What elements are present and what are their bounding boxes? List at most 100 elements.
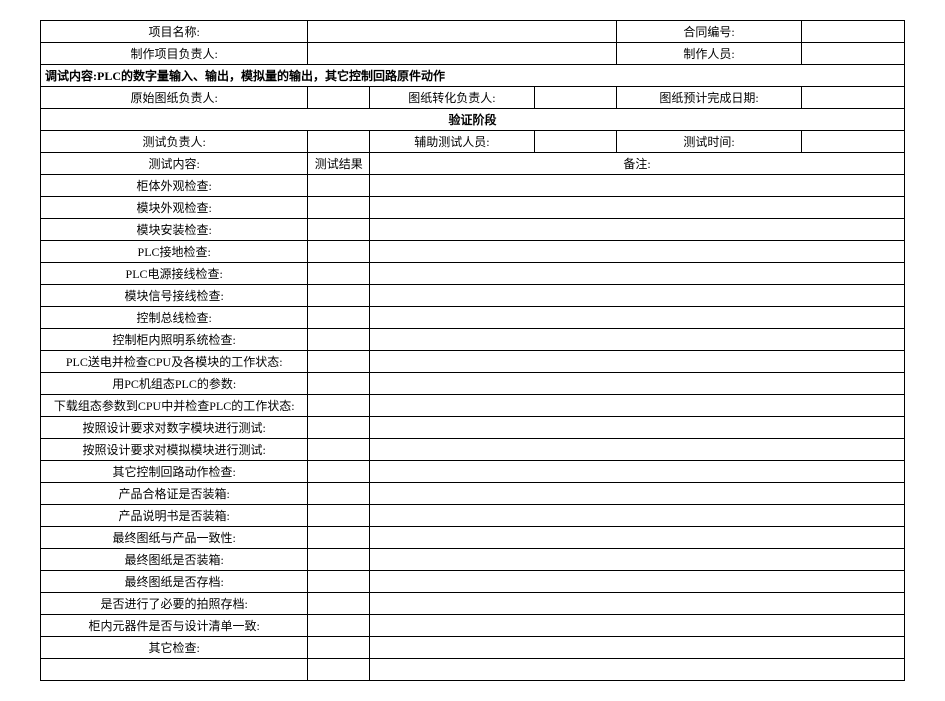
checklist-item-result (308, 241, 370, 263)
label-test-time: 测试时间: (616, 131, 801, 153)
checklist-item-remarks (370, 241, 905, 263)
label-test-content-col: 测试内容: (41, 153, 308, 175)
row-testers: 测试负责人: 辅助测试人员: 测试时间: (41, 131, 905, 153)
checklist-row: 柜体外观检查: (41, 175, 905, 197)
plc-test-form: 项目名称: 合同编号: 制作项目负责人: 制作人员: 调试内容:PLC的数字量输… (40, 20, 905, 681)
value-project-name (308, 21, 617, 43)
value-assist-tester (534, 131, 616, 153)
checklist-item-remarks (370, 483, 905, 505)
checklist-item-label: 按照设计要求对数字模块进行测试: (41, 417, 308, 439)
checklist-item-result (308, 351, 370, 373)
row-test-content-line: 调试内容:PLC的数字量输入、输出，模拟量的输出，其它控制回路原件动作 (41, 65, 905, 87)
checklist-row: 按照设计要求对模拟模块进行测试: (41, 439, 905, 461)
checklist-row: 其它控制回路动作检查: (41, 461, 905, 483)
checklist-item-result (308, 439, 370, 461)
label-test-leader: 测试负责人: (41, 131, 308, 153)
value-contract-no (802, 21, 905, 43)
checklist-item-label: 其它控制回路动作检查: (41, 461, 308, 483)
checklist-item-remarks (370, 439, 905, 461)
value-test-leader (308, 131, 370, 153)
checklist-row: PLC送电并检查CPU及各模块的工作状态: (41, 351, 905, 373)
checklist-item-label: 柜内元器件是否与设计清单一致: (41, 615, 308, 637)
label-remarks-col: 备注: (370, 153, 905, 175)
label-creator: 制作人员: (616, 43, 801, 65)
checklist-item-result (308, 571, 370, 593)
row-verification-header: 验证阶段 (41, 109, 905, 131)
checklist-item-label: 最终图纸与产品一致性: (41, 527, 308, 549)
row-columns-header: 测试内容: 测试结果 备注: (41, 153, 905, 175)
row-empty-final (41, 659, 905, 681)
label-transform-drawing-leader: 图纸转化负责人: (370, 87, 535, 109)
checklist-item-label: PLC电源接线检查: (41, 263, 308, 285)
checklist-item-label: 产品说明书是否装箱: (41, 505, 308, 527)
checklist-item-remarks (370, 373, 905, 395)
value-creator (802, 43, 905, 65)
checklist-item-label: 用PC机组态PLC的参数: (41, 373, 308, 395)
checklist-row: 最终图纸是否存档: (41, 571, 905, 593)
checklist-item-label: 下载组态参数到CPU中并检查PLC的工作状态: (41, 395, 308, 417)
checklist-row: 用PC机组态PLC的参数: (41, 373, 905, 395)
checklist-item-label: 产品合格证是否装箱: (41, 483, 308, 505)
label-project-leader: 制作项目负责人: (41, 43, 308, 65)
value-expected-date (802, 87, 905, 109)
checklist-item-remarks (370, 417, 905, 439)
checklist-item-label: PLC接地检查: (41, 241, 308, 263)
checklist-item-remarks (370, 571, 905, 593)
checklist-row: 模块外观检查: (41, 197, 905, 219)
checklist-row: 产品说明书是否装箱: (41, 505, 905, 527)
checklist-item-remarks (370, 527, 905, 549)
checklist-row: 控制柜内照明系统检查: (41, 329, 905, 351)
checklist-row: 模块安装检查: (41, 219, 905, 241)
checklist-item-remarks (370, 505, 905, 527)
checklist-row: 其它检查: (41, 637, 905, 659)
label-original-drawing-leader: 原始图纸负责人: (41, 87, 308, 109)
checklist-item-label: 按照设计要求对模拟模块进行测试: (41, 439, 308, 461)
checklist-row: 产品合格证是否装箱: (41, 483, 905, 505)
checklist-item-label: 模块信号接线检查: (41, 285, 308, 307)
checklist-item-remarks (370, 263, 905, 285)
checklist-item-remarks (370, 593, 905, 615)
checklist-item-result (308, 197, 370, 219)
value-test-time (802, 131, 905, 153)
label-test-result-col: 测试结果 (308, 153, 370, 175)
checklist-item-result (308, 373, 370, 395)
checklist-item-result (308, 461, 370, 483)
checklist-item-remarks (370, 461, 905, 483)
checklist-row: 模块信号接线检查: (41, 285, 905, 307)
checklist-item-label: 控制总线检查: (41, 307, 308, 329)
checklist-item-remarks (370, 197, 905, 219)
checklist-item-label: 最终图纸是否装箱: (41, 549, 308, 571)
checklist-item-result (308, 175, 370, 197)
checklist-item-result (308, 307, 370, 329)
checklist-item-result (308, 417, 370, 439)
checklist-item-result (308, 219, 370, 241)
checklist-item-remarks (370, 637, 905, 659)
checklist-row: 最终图纸是否装箱: (41, 549, 905, 571)
checklist-item-result (308, 329, 370, 351)
empty-result (308, 659, 370, 681)
checklist-item-remarks (370, 285, 905, 307)
value-project-leader (308, 43, 617, 65)
checklist-item-remarks (370, 329, 905, 351)
checklist-item-label: 模块安装检查: (41, 219, 308, 241)
checklist-item-remarks (370, 549, 905, 571)
checklist-item-result (308, 549, 370, 571)
checklist-item-remarks (370, 351, 905, 373)
checklist-item-result (308, 593, 370, 615)
checklist-item-remarks (370, 307, 905, 329)
checklist-item-result (308, 395, 370, 417)
checklist-item-result (308, 505, 370, 527)
empty-label (41, 659, 308, 681)
checklist-item-remarks (370, 395, 905, 417)
checklist-item-remarks (370, 175, 905, 197)
checklist-row: 最终图纸与产品一致性: (41, 527, 905, 549)
checklist-row: 控制总线检查: (41, 307, 905, 329)
value-original-drawing-leader (308, 87, 370, 109)
label-expected-date: 图纸预计完成日期: (616, 87, 801, 109)
label-project-name: 项目名称: (41, 21, 308, 43)
row-drawings: 原始图纸负责人: 图纸转化负责人: 图纸预计完成日期: (41, 87, 905, 109)
checklist-item-result (308, 263, 370, 285)
checklist-body: 柜体外观检查:模块外观检查:模块安装检查:PLC接地检查:PLC电源接线检查:模… (41, 175, 905, 659)
value-transform-drawing-leader (534, 87, 616, 109)
checklist-row: 柜内元器件是否与设计清单一致: (41, 615, 905, 637)
